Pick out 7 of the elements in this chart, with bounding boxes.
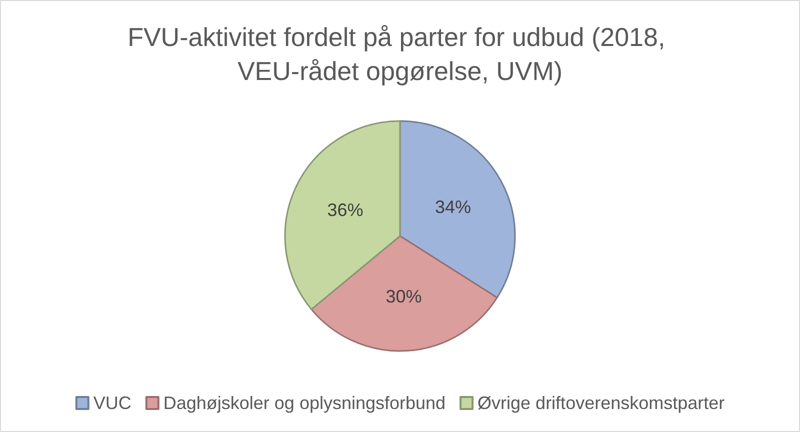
data-label: 36% [327, 200, 364, 220]
legend-label: Daghøjskoler og oplysningsforbund [163, 393, 446, 413]
legend-label: Øvrige driftoverenskomstparter [478, 393, 725, 413]
data-label: 30% [386, 286, 422, 306]
chart-title: FVU-aktivitet fordelt på parter for udbud (2018, VEU-rådet opgørelse, UVM) [128, 22, 672, 86]
data-label: 34% [435, 196, 472, 217]
legend-label: VUC [93, 393, 132, 413]
